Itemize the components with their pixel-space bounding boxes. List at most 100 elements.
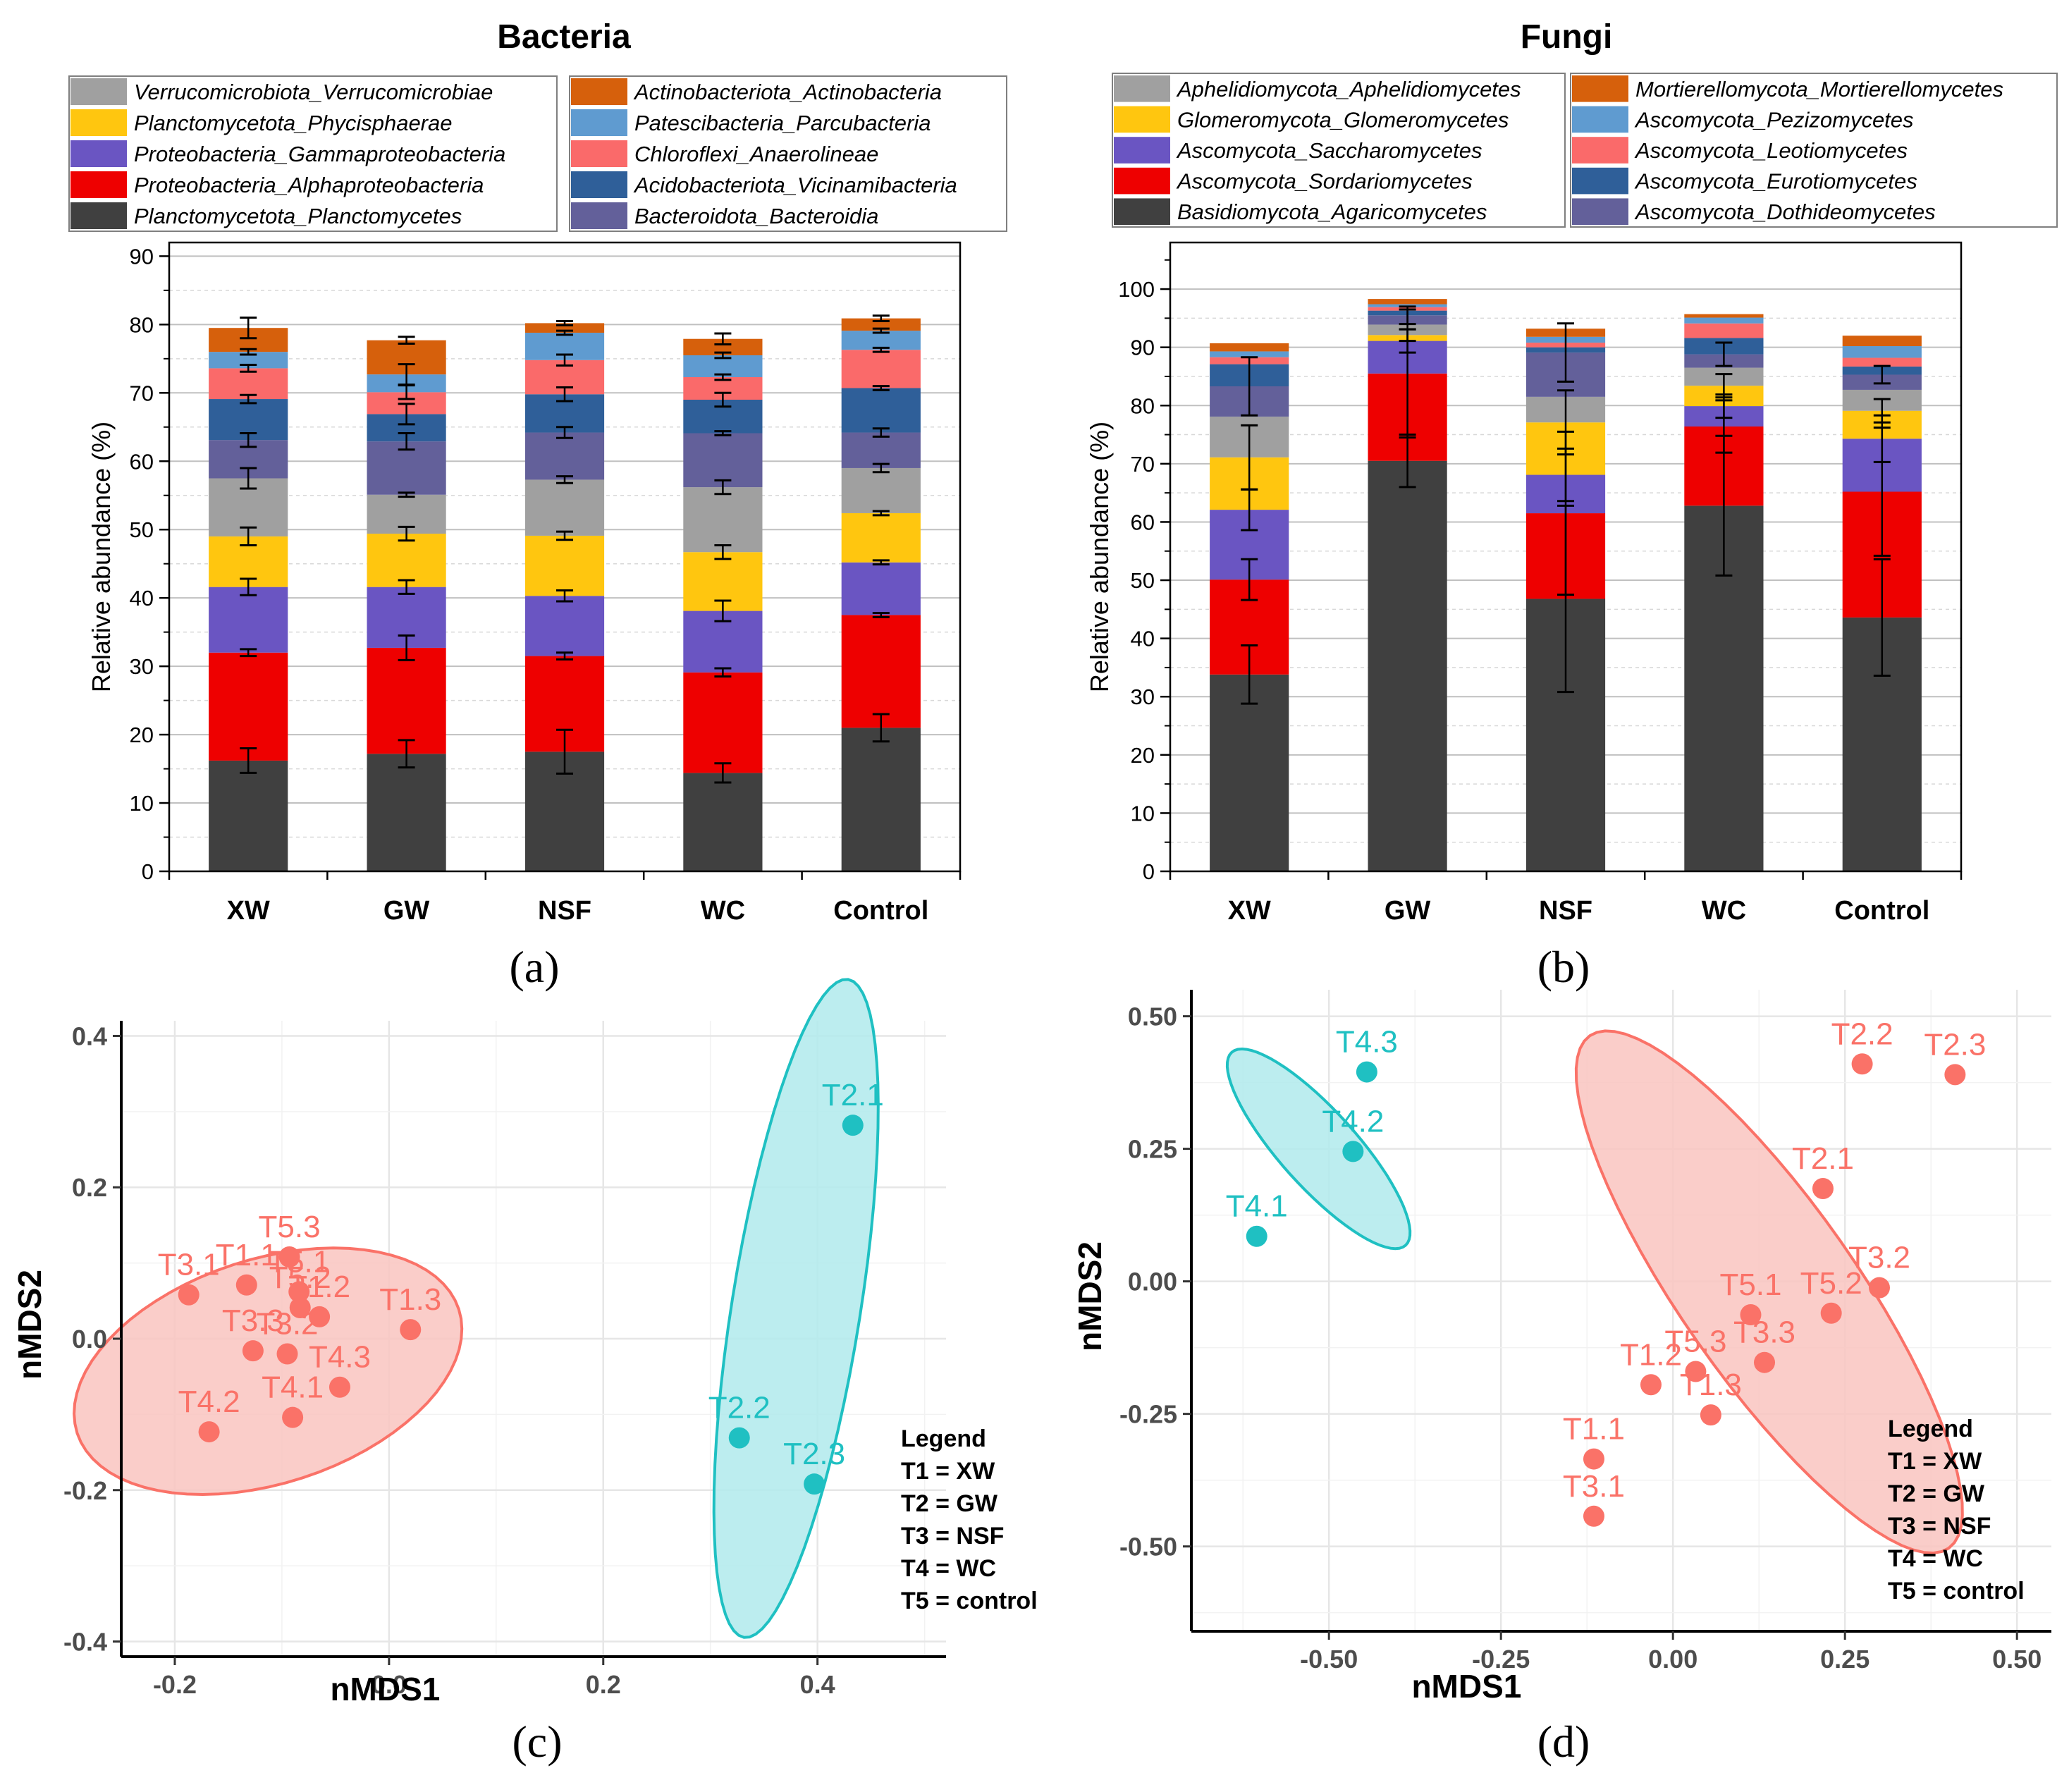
category-label: Control — [1834, 896, 1929, 926]
category-label: XW — [1228, 896, 1271, 926]
y-tick-label: 60 — [1131, 510, 1155, 534]
bar-segment — [1842, 346, 1922, 358]
x-tick-label: 0.0 — [372, 1670, 407, 1699]
point-label: T1.2 — [1620, 1337, 1682, 1372]
category-label: GW — [1385, 896, 1431, 926]
y-tick-label: 0.2 — [72, 1173, 107, 1202]
sample-point — [1869, 1277, 1890, 1299]
point-label: T2.1 — [822, 1078, 884, 1112]
legend-label: Chloroflexi_Anaerolineae — [634, 142, 878, 166]
point-label: T1.1 — [1563, 1412, 1625, 1447]
y-tick-label: 70 — [130, 381, 154, 405]
point-label: T2.2 — [708, 1391, 770, 1425]
y-tick-label: 0.4 — [72, 1021, 107, 1050]
category-label: GW — [383, 896, 430, 926]
sample-point — [198, 1421, 220, 1443]
bar-segment — [683, 487, 763, 553]
legend-label: Ascomycota_Eurotiomycetes — [1634, 169, 1917, 194]
y-tick-label: 20 — [1131, 743, 1155, 768]
category-label: NSF — [538, 896, 591, 926]
legend-swatch — [571, 202, 627, 229]
legend-label: Ascomycota_Dothideomycetes — [1634, 200, 1936, 224]
sample-point — [1583, 1448, 1604, 1470]
sample-point — [282, 1406, 304, 1428]
legend-swatch — [1572, 137, 1628, 164]
legend-item: T5 = control — [901, 1588, 1038, 1614]
panel-label: (d) — [1537, 1717, 1590, 1767]
y-tick-label: 10 — [1131, 801, 1155, 826]
bar-segment — [1210, 674, 1289, 871]
panel-label: (b) — [1537, 942, 1590, 992]
sample-point — [178, 1284, 199, 1306]
category-label: Control — [833, 896, 928, 926]
legend-frame — [569, 75, 1007, 232]
y-axis-label: nMDS2 — [11, 1270, 48, 1380]
sample-point — [804, 1473, 825, 1495]
legend-frame — [1570, 73, 2058, 228]
point-label: T5.1 — [1719, 1268, 1781, 1302]
bar-segment — [841, 562, 921, 615]
legend-frame — [1112, 73, 1566, 228]
legend-label: Glomeromycota_Glomeromycetes — [1177, 107, 1509, 132]
sample-point — [235, 1274, 257, 1296]
sample-point — [1640, 1374, 1662, 1396]
y-axis-label: nMDS2 — [1072, 1241, 1108, 1351]
legend-swatch — [1572, 75, 1628, 102]
bar-segment — [841, 432, 921, 468]
x-axis-label: nMDS1 — [1411, 1668, 1521, 1705]
group-ellipse — [73, 1246, 464, 1497]
legend-swatch — [571, 78, 627, 105]
legend-label: Proteobacteria_Alphaproteobacteria — [134, 173, 484, 197]
legend-swatch — [571, 171, 627, 198]
sample-point — [1812, 1178, 1834, 1200]
category-label: WC — [1702, 896, 1746, 926]
point-label: T1.1 — [216, 1238, 278, 1272]
legend-swatch — [1114, 106, 1170, 133]
y-tick-label: 10 — [130, 791, 154, 816]
point-label: T3.1 — [1563, 1469, 1625, 1504]
y-tick-label: 80 — [130, 312, 154, 337]
sample-point — [1246, 1225, 1267, 1247]
panel-label: (c) — [512, 1717, 562, 1767]
point-label: T1.2 — [288, 1270, 350, 1304]
bar-segment — [683, 338, 763, 355]
legend-label: Aphelidiomycota_Aphelidiomycetes — [1176, 77, 1521, 102]
y-tick-label: 30 — [1131, 685, 1155, 709]
legend-label: Ascomycota_Saccharomycetes — [1176, 138, 1482, 163]
legend-box: Verrucomicrobiota_Verrucomicrobiae Planct… — [68, 75, 558, 232]
bar-segment — [209, 587, 288, 653]
bar-segment — [209, 352, 288, 369]
point-label: T4.1 — [1226, 1189, 1288, 1224]
legend-item: T5 = control — [1888, 1578, 2025, 1604]
nmds-plot-fungi: T2.2 T2.3 T2.1 T3.2T5.2 T5.1 T3.3T5.3T1.2T1.3… — [1072, 990, 2051, 1767]
bar-segment — [841, 350, 921, 388]
bar-segment — [1368, 460, 1447, 871]
x-tick-label: 0.00 — [1648, 1645, 1697, 1674]
y-tick-label: 90 — [130, 244, 154, 269]
legend-label: Ascomycota_Sordariomycetes — [1176, 169, 1473, 194]
nmds-plot-bacteria: T3.1T1.1T5.3T5.1T5.2T1.2 T1.3 T3.3T3.2T4.3… — [11, 978, 1038, 1767]
x-tick-label: -0.50 — [1300, 1645, 1358, 1674]
legend-swatch — [1114, 167, 1170, 195]
bar-segment — [683, 773, 763, 871]
legend-box: Aphelidiomycota_Aphelidiomycetes Glomerom… — [1112, 73, 1566, 228]
point-label: T2.2 — [1831, 1017, 1893, 1051]
point-label: T5.2 — [269, 1260, 331, 1295]
x-tick-label: -0.2 — [153, 1670, 197, 1699]
y-axis-label: Relative abundance (%) — [1085, 422, 1114, 692]
x-tick-label: 0.25 — [1820, 1645, 1870, 1674]
legend-item: T2 = GW — [901, 1490, 998, 1517]
legend: Legend T1 = XW T2 = GW T3 = NSF T4 = WC T5 = … — [1888, 1416, 2025, 1604]
point-label: T5.3 — [259, 1210, 321, 1244]
legend-swatch — [70, 140, 127, 167]
point-label: T4.2 — [1322, 1104, 1384, 1139]
bar-segment — [1210, 351, 1289, 357]
point-label: T3.3 — [1733, 1315, 1795, 1350]
x-tick-label: 0.2 — [586, 1670, 621, 1699]
bar-segment — [209, 760, 288, 871]
legend: Legend T1 = XW T2 = GW T3 = NSF T4 = WC T5 = … — [901, 1425, 1038, 1614]
point-label: T4.2 — [178, 1385, 240, 1419]
legend-title: Legend — [901, 1425, 986, 1452]
legend-title: Legend — [1888, 1416, 1973, 1442]
